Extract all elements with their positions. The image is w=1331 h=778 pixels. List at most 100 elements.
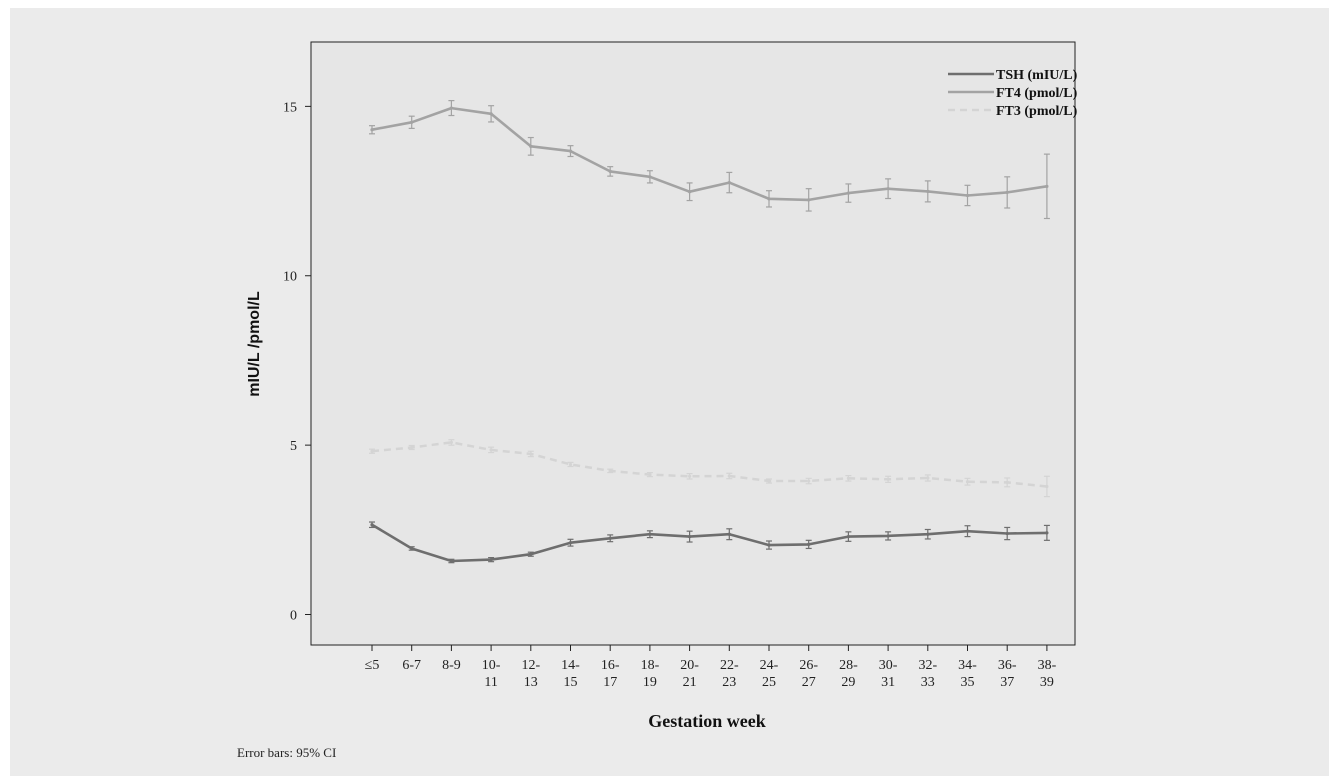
data-point [807, 198, 811, 202]
data-point [727, 180, 731, 185]
x-tick-label: 17 [603, 675, 617, 690]
x-tick-label: 11 [484, 675, 497, 690]
data-point [1045, 184, 1049, 188]
x-tick-label: 13 [524, 675, 538, 690]
x-tick-label: 34- [958, 658, 977, 673]
data-point [886, 534, 890, 538]
data-point [1005, 190, 1009, 195]
x-tick-label: 21 [683, 675, 697, 690]
x-tick-label: 16- [601, 658, 620, 673]
data-point [886, 187, 890, 191]
x-tick-label: 37 [1000, 675, 1014, 690]
x-tick-label: 27 [802, 675, 816, 690]
plot-area [310, 41, 1076, 646]
data-point [926, 532, 930, 536]
x-tick-label: 20- [680, 658, 699, 673]
data-point [807, 542, 811, 546]
x-axis-label: Gestation week [648, 711, 765, 731]
data-point [688, 474, 692, 478]
data-point [608, 469, 612, 473]
data-point [807, 479, 811, 483]
y-tick-label: 15 [283, 100, 297, 115]
y-tick-label: 5 [290, 439, 297, 454]
x-tick-label: 38- [1038, 658, 1057, 673]
data-point [370, 128, 374, 132]
x-tick-label: 10- [482, 658, 501, 673]
x-tick-label: 31 [881, 675, 895, 690]
series-group [369, 439, 1050, 498]
data-point [727, 474, 731, 478]
legend-label: TSH (mIU/L) [996, 68, 1078, 83]
data-point [886, 477, 890, 481]
legend-label: FT4 (pmol/L) [996, 86, 1078, 101]
data-point [370, 523, 374, 527]
data-point [648, 175, 652, 179]
x-tick-label: 28- [839, 658, 858, 673]
chart-panel: 0 5 10 15 ≤5 6-7 8-9 10- 11 12- 13 14- 15 16- 17 18- 19 2… [10, 8, 1329, 776]
data-point [370, 449, 374, 453]
data-point [648, 473, 652, 477]
data-point [410, 546, 414, 551]
data-point [410, 120, 414, 124]
x-tick-label: ≤5 [365, 658, 380, 673]
data-point [767, 479, 771, 483]
y-axis-label: mIU/L /pmol/L [246, 291, 263, 397]
x-tick-label: 6-7 [402, 658, 421, 673]
data-point [449, 106, 453, 110]
data-point [926, 189, 930, 193]
data-point [449, 440, 453, 445]
data-point [846, 534, 851, 539]
data-point [1045, 531, 1049, 535]
data-point [1005, 480, 1009, 484]
x-tick-label: 23 [722, 675, 736, 690]
x-tick-label: 36- [998, 658, 1017, 673]
x-tick-label: 25 [762, 675, 776, 690]
x-tick-label: 14- [561, 658, 580, 673]
data-point [688, 190, 692, 194]
data-point [489, 112, 493, 116]
x-tick-label: 15 [564, 675, 578, 690]
series-line [371, 106, 1048, 202]
data-point [568, 541, 573, 545]
x-tick-label: 32- [918, 658, 937, 673]
y-tick-label: 0 [290, 609, 297, 624]
data-point [688, 534, 692, 539]
x-tick-label: 39 [1040, 675, 1054, 690]
series-line [371, 523, 1047, 563]
data-point [926, 476, 930, 480]
data-point [608, 536, 612, 540]
line-chart: 0 5 10 15 ≤5 6-7 8-9 10- 11 12- 13 14- 15 16- 17 18- 19 2… [246, 41, 1078, 731]
legend-label: FT3 (pmol/L) [996, 104, 1078, 119]
data-point [489, 448, 493, 452]
series-layer [369, 100, 1050, 564]
x-tick-label: 18- [641, 658, 660, 673]
data-point [767, 197, 771, 201]
data-point [1045, 484, 1049, 489]
data-point [1005, 531, 1009, 536]
data-point [568, 462, 573, 467]
x-tick-label: 22- [720, 658, 739, 673]
x-tick-label: 24- [760, 658, 779, 673]
x-tick-label: 35 [961, 675, 975, 690]
axes: 0 5 10 15 ≤5 6-7 8-9 10- 11 12- 13 14- 15 16- 17 18- 19 2… [283, 100, 1057, 690]
series-line [371, 441, 1048, 488]
x-tick-label: 12- [521, 658, 540, 673]
data-point [846, 191, 851, 195]
series-group [369, 100, 1050, 220]
data-point [529, 144, 533, 148]
data-point [410, 445, 414, 450]
data-point [965, 480, 970, 484]
y-tick-label: 10 [283, 270, 297, 285]
data-point [529, 552, 533, 556]
footnote: Error bars: 95% CI [237, 745, 337, 760]
data-point [529, 452, 533, 456]
legend: TSH (mIU/L) FT4 (pmol/L) FT3 (pmol/L) [948, 68, 1078, 119]
series-group [369, 521, 1050, 564]
x-tick-label: 29 [841, 675, 855, 690]
x-tick-label: 30- [879, 658, 898, 673]
data-point [648, 532, 652, 536]
data-point [608, 169, 612, 174]
x-tick-label: 8-9 [442, 658, 461, 673]
data-point [965, 193, 970, 198]
x-tick-label: 19 [643, 675, 657, 690]
